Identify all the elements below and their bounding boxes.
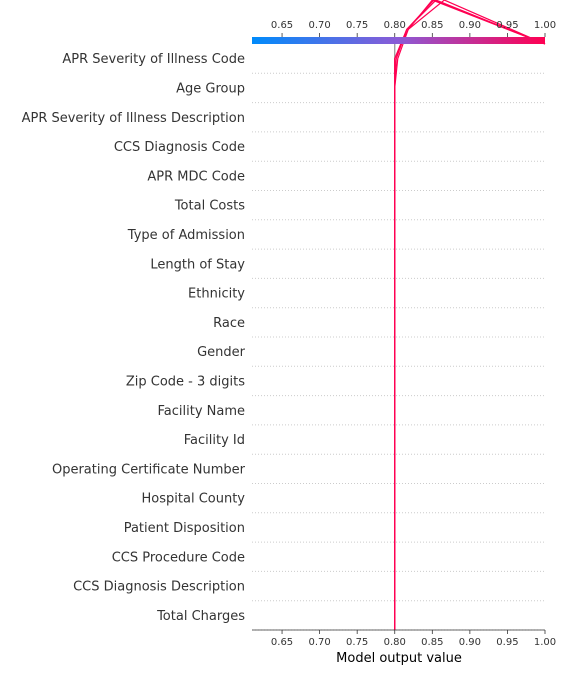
x-tick-label-top: 0.85 (421, 20, 443, 31)
feature-label: Length of Stay (150, 257, 245, 272)
x-tick-label-top: 0.90 (459, 20, 481, 31)
x-tick-label-bottom: 0.95 (496, 637, 518, 648)
feature-label: Gender (197, 345, 246, 360)
decision-line (394, 0, 546, 630)
feature-label: CCS Diagnosis Description (73, 580, 245, 595)
x-tick-label-top: 0.80 (384, 20, 406, 31)
decision-line (394, 0, 546, 630)
feature-label: Facility Id (184, 433, 245, 448)
decision-line (394, 0, 546, 630)
x-tick-label-top: 0.65 (271, 20, 293, 31)
feature-label: Total Costs (174, 199, 245, 214)
x-tick-label-bottom: 0.70 (308, 637, 330, 648)
colorbar (252, 37, 545, 44)
x-tick-label-bottom: 0.80 (384, 637, 406, 648)
decision-lines (394, 0, 546, 630)
feature-label: Race (213, 316, 245, 331)
x-tick-label-bottom: 0.75 (346, 637, 368, 648)
x-tick-label-top: 0.70 (308, 20, 330, 31)
x-tick-label-top: 0.95 (496, 20, 518, 31)
feature-label: Facility Name (157, 404, 245, 419)
feature-label: CCS Procedure Code (112, 550, 245, 565)
feature-label: APR Severity of Illness Description (22, 111, 245, 126)
decision-line (394, 0, 546, 630)
feature-label: Hospital County (142, 492, 246, 507)
x-tick-label-bottom: 0.65 (271, 637, 293, 648)
x-tick-label-bottom: 0.85 (421, 637, 443, 648)
feature-label: Ethnicity (188, 287, 245, 302)
feature-label: Age Group (176, 81, 245, 96)
x-tick-label-top: 1.00 (534, 20, 556, 31)
axes: 0.65 0.65 0.70 0.70 0.75 0.75 0.80 0.80 0.85 0.85… (252, 20, 556, 648)
feature-label: Patient Disposition (124, 521, 245, 536)
feature-label: APR MDC Code (147, 169, 245, 184)
feature-label: Zip Code - 3 digits (126, 374, 245, 389)
feature-label: CCS Diagnosis Code (114, 140, 245, 155)
feature-label: Operating Certificate Number (52, 462, 246, 477)
x-tick-label-top: 0.75 (346, 20, 368, 31)
feature-label: Total Charges (156, 609, 245, 624)
x-tick-label-bottom: 1.00 (534, 637, 556, 648)
feature-label: APR Severity of Illness Code (62, 52, 245, 67)
feature-labels: APR Severity of Illness Code Age Group APR… (22, 52, 246, 624)
feature-label: Type of Admission (127, 228, 245, 243)
x-tick-label-bottom: 0.90 (459, 637, 481, 648)
x-axis-title: Model output value (336, 651, 462, 666)
grid-lines (252, 72, 545, 631)
